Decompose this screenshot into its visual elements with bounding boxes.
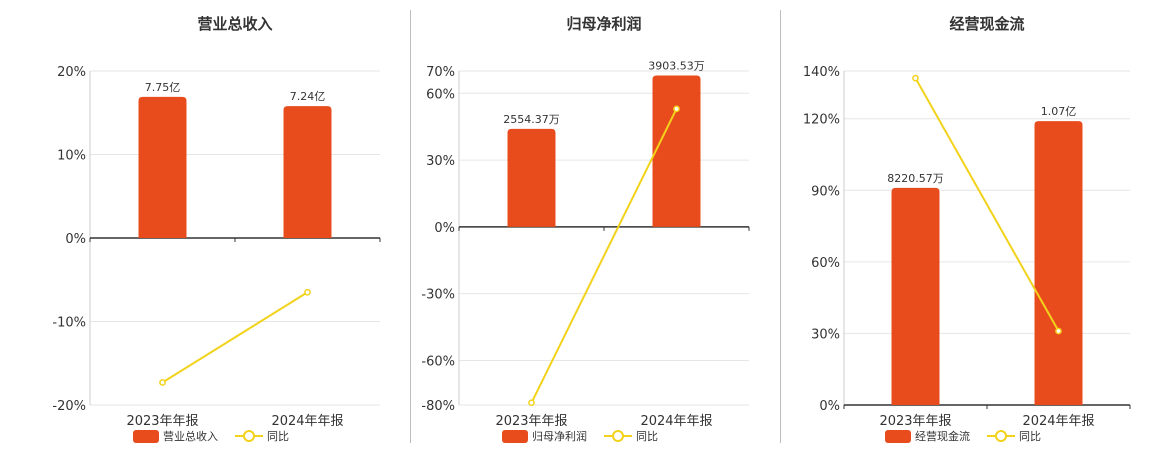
- x-category-label: 2023年年报: [879, 414, 951, 429]
- bar-data-label: 2554.37万: [503, 113, 560, 126]
- chart-title: 营业总收入: [197, 15, 272, 33]
- bar-data-label: 7.24亿: [290, 90, 326, 103]
- legend-label: 营业总收入: [163, 429, 218, 443]
- legend-bar-swatch: [885, 430, 911, 443]
- y-tick-label: 60%: [426, 87, 455, 102]
- x-category-label: 2024年年报: [640, 414, 712, 429]
- y-tick-label: 30%: [426, 154, 455, 169]
- legend-bar-swatch: [133, 430, 159, 443]
- y-tick-label: -80%: [421, 399, 455, 414]
- chart-panel-operating-cash-flow: 经营现金流 0% 30% 60% 90% 120% 140% 8220.57万 1.07亿 202…: [781, 0, 1160, 450]
- yoy-line: [530, 108, 678, 404]
- bar-data-label: 8220.57万: [887, 172, 944, 185]
- y-tick-label: 0%: [819, 399, 840, 414]
- y-tick-label: -30%: [421, 288, 455, 303]
- panel-divider: [780, 10, 781, 443]
- y-tick-label: 90%: [811, 184, 840, 199]
- legend-line-marker: [612, 430, 624, 442]
- legend-bar-swatch: [502, 430, 528, 443]
- y-tick-label: 120%: [803, 113, 840, 128]
- legend-label: 归母净利润: [532, 429, 587, 443]
- yoy-point: [528, 399, 535, 407]
- y-tick-label: 60%: [811, 256, 840, 271]
- chart-operating-cash-flow: 经营现金流 0% 30% 60% 90% 120% 140% 8220.57万 1.07亿 202…: [803, 15, 1131, 443]
- legend-label: 同比: [267, 430, 289, 443]
- legend-line-marker: [243, 430, 255, 442]
- bar: [138, 96, 187, 238]
- y-tick-label: 70%: [426, 65, 455, 80]
- bar-data-label: 7.75亿: [145, 81, 181, 94]
- bar: [891, 187, 940, 405]
- x-category-label: 2024年年报: [271, 414, 343, 429]
- y-tick-label: 10%: [57, 149, 86, 164]
- x-category-label: 2023年年报: [495, 414, 567, 429]
- legend-line-marker: [995, 430, 1007, 442]
- yoy-point: [304, 288, 311, 296]
- legend-label: 同比: [636, 430, 658, 443]
- bar: [507, 128, 556, 227]
- yoy-line: [914, 77, 1060, 332]
- yoy-point: [159, 379, 166, 386]
- y-tick-label: 20%: [57, 65, 86, 80]
- bar: [652, 75, 701, 227]
- bar: [283, 106, 332, 238]
- yoy-line: [161, 291, 309, 384]
- y-tick-label: 0%: [434, 221, 455, 236]
- chart-net-profit: 归母净利润 -80% -60% -30% 0% 30% 60% 70% 2554.37万 3903…: [421, 15, 750, 443]
- chart-title: 经营现金流: [949, 15, 1024, 33]
- panel-divider: [410, 10, 411, 443]
- legend-label: 同比: [1019, 430, 1041, 443]
- y-tick-label: -10%: [52, 316, 86, 331]
- chart-panel-net-profit: 归母净利润 -80% -60% -30% 0% 30% 60% 70% 2554.37万 3903…: [411, 0, 780, 450]
- x-category-label: 2023年年报: [126, 414, 198, 429]
- y-tick-label: 0%: [65, 232, 86, 247]
- y-tick-label: 140%: [803, 65, 840, 80]
- chart-panel-revenue: 营业总收入 -20% -10% 0% 10% 20% 7.75亿 7.24亿 2023年年报 20…: [0, 0, 410, 450]
- x-category-label: 2024年年报: [1022, 414, 1094, 429]
- chart-title: 归母净利润: [566, 15, 641, 33]
- y-tick-label: -20%: [52, 399, 86, 414]
- bar-data-label: 1.07亿: [1041, 105, 1077, 118]
- y-tick-label: 30%: [811, 327, 840, 342]
- yoy-point: [912, 74, 919, 82]
- bar: [1034, 121, 1083, 405]
- yoy-point: [1055, 327, 1062, 335]
- yoy-point: [673, 105, 680, 113]
- y-tick-label: -60%: [421, 354, 455, 369]
- legend-label: 经营现金流: [915, 429, 970, 443]
- bar-data-label: 3903.53万: [648, 59, 705, 72]
- chart-revenue: 营业总收入 -20% -10% 0% 10% 20% 7.75亿 7.24亿 2023年年报 20…: [52, 15, 381, 443]
